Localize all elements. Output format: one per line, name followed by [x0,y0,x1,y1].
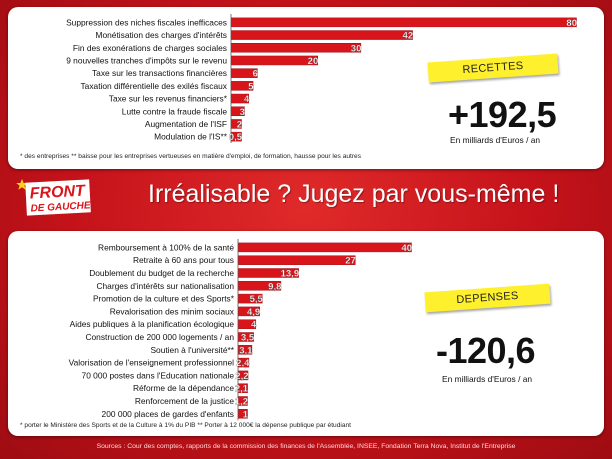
bar [231,55,318,66]
recettes-panel: Suppression des niches fiscales ineffica… [8,7,604,169]
value-label: 3,5 [241,333,255,344]
bar [231,131,242,142]
category-label: Augmentation de l'ISF [145,119,227,129]
bar [238,396,248,406]
bar [238,383,248,393]
bar [231,68,258,78]
front-de-gauche-logo: FRONT DE GAUCHE [16,179,91,216]
bar [238,345,253,355]
category-label: 70 000 postes dans l'Education nationale [82,370,235,380]
recettes-unit: En milliards d'Euros / an [450,135,541,145]
depenses-chart: Remboursement à 100% de la santé 40 Retrai… [69,239,412,420]
value-label: 2,4 [236,358,250,369]
bar [238,319,257,329]
category-label: Monétisation des charges d'intérêts [96,30,228,40]
value-label: 3,1 [239,345,253,356]
value-label: 1 [243,409,249,420]
recettes-chart: Suppression des niches fiscales ineffica… [66,14,577,143]
category-label: Taxation différentielle des exilés fisca… [81,81,228,91]
value-label: 42 [403,31,414,42]
value-label: 4,9 [247,307,260,318]
category-label: Modulation de l'IS** [154,132,228,142]
value-label: 5,5 [250,294,264,305]
bar [231,119,242,129]
category-label: Charges d'intérêts sur nationalisation [96,281,234,291]
depenses-panel: Remboursement à 100% de la santé 40 Retrai… [8,231,604,436]
category-label: Aides publiques à la planification écolo… [70,319,235,329]
value-label: 2,1 [235,384,249,395]
category-label: Valorisation de l'enseignement professio… [69,358,234,368]
category-label: Renforcement de la justice [135,396,234,406]
recettes-total: +192,5 [448,94,557,135]
category-label: Retraite à 60 ans pour tous [133,255,234,265]
value-label: 4 [251,320,257,331]
bar [231,43,362,53]
depenses-unit: En milliards d'Euros / an [442,374,533,384]
bar [238,357,250,368]
category-label: Revalorisation des minim sociaux [110,306,235,316]
value-label: 20 [308,56,319,67]
bar [238,409,248,419]
category-label: Remboursement à 100% de la santé [98,242,234,252]
category-label: Taxe sur les revenus financiers* [109,94,228,104]
bar [238,242,412,253]
category-label: Construction de 200 000 logements / an [85,332,234,342]
recettes-footnote: * des entreprises ** baisse pour les ent… [20,153,362,160]
value-label: 13,9 [281,269,300,280]
value-label: 3 [240,107,245,118]
category-label: Suppression des niches fiscales ineffica… [66,17,227,27]
logo-line1: FRONT [29,183,86,203]
logo-line2: DE GAUCHE [30,200,91,214]
sources-line: Sources : Cour des comptes, rapports de … [96,443,516,450]
bar [231,106,245,116]
value-label: 0,5 [229,132,243,143]
bar [238,255,356,265]
logo-plate [25,179,91,216]
bar [231,17,577,28]
depenses-footnote: * porter le Ministère des Sports et de l… [20,422,351,429]
value-label: 2,2 [235,371,248,382]
category-label: Fin des exonérations de charges sociales [73,43,227,53]
category-label: Réforme de la dépendance [133,383,234,393]
category-label: 9 nouvelles tranches d'impôts sur le rev… [66,55,227,65]
bar [238,370,249,381]
category-label: Lutte contre la fraude fiscale [122,106,228,116]
bar [231,81,254,91]
value-label: 80 [566,18,577,29]
bar [238,293,263,304]
value-label: 27 [345,256,356,267]
bar [238,332,254,342]
category-label: Soutien à l'université** [150,345,234,355]
bar [231,93,249,104]
headline: Irréalisable ? Jugez par vous-même ! [148,180,560,208]
bar [238,306,260,317]
category-label: Promotion de la culture et des Sports* [93,294,235,304]
value-label: 40 [401,243,412,254]
category-label: 200 000 places de gardes d'enfants [102,409,234,419]
bar [238,268,299,278]
bar [238,281,282,291]
star-icon [16,179,28,190]
value-label: 2 [237,119,242,130]
category-label: Doublement du budget de la recherche [89,268,234,278]
value-label: 6 [253,69,258,80]
value-label: 30 [351,43,362,54]
value-label: 9,8 [268,281,281,292]
value-label: 5 [248,81,254,92]
value-label: 4 [244,94,250,105]
bar [231,30,413,40]
category-label: Taxe sur les transactions financières [92,68,227,78]
value-label: 1,2 [235,397,248,408]
depenses-total: -120,6 [436,330,536,371]
